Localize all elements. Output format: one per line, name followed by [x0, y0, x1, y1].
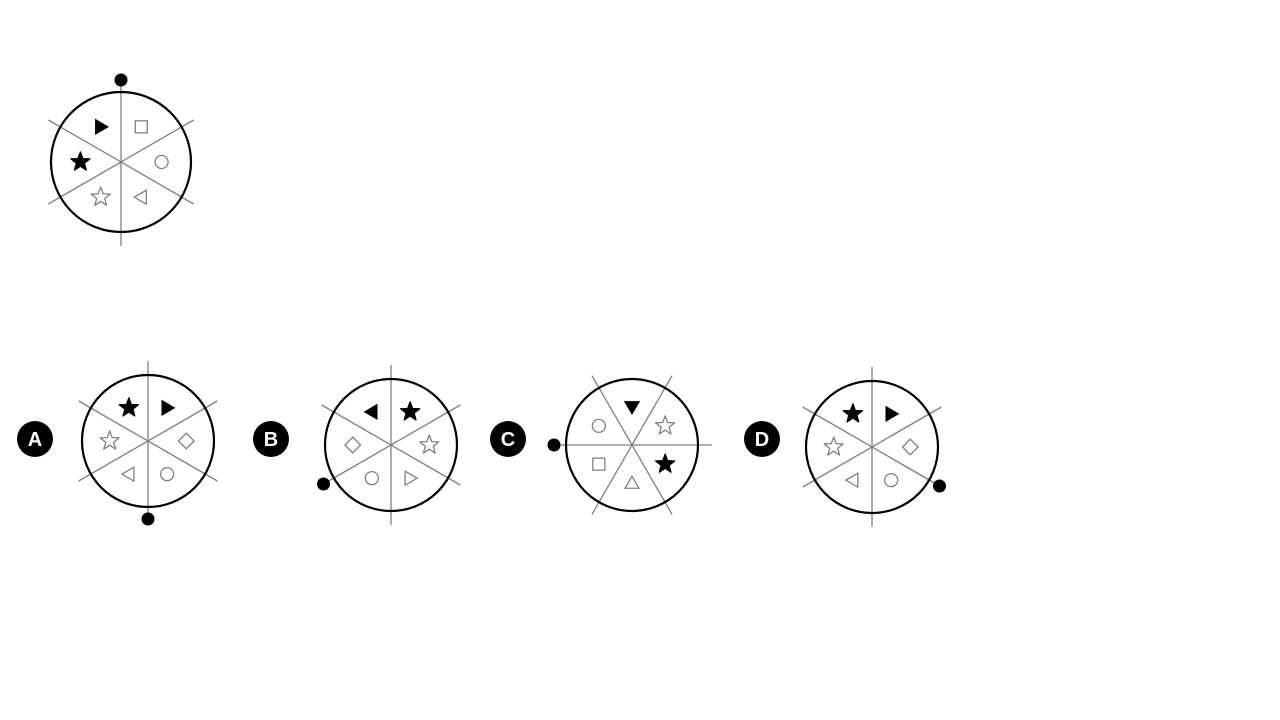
option-a-label: A: [28, 429, 42, 451]
star-filled-icon: [70, 151, 91, 171]
divider-line: [47, 119, 195, 205]
option-d[interactable]: D: [744, 367, 946, 527]
triangle-right-filled-icon: [885, 405, 900, 422]
square-outline-icon: [592, 457, 606, 471]
option-c-figure: [547, 375, 712, 515]
star-filled-icon: [654, 453, 676, 473]
triangle-right-filled-icon: [95, 118, 109, 135]
option-c[interactable]: C: [490, 375, 712, 515]
option-b[interactable]: B: [253, 365, 461, 525]
option-c-badge: C: [490, 421, 526, 457]
circle-outline-icon: [364, 471, 380, 486]
marker-dot: [141, 512, 155, 526]
triangle-left-outline-icon: [844, 472, 859, 489]
divider-line: [78, 400, 218, 482]
divider-line: [802, 406, 942, 488]
diamond-outline-icon: [901, 438, 919, 456]
star-outline-icon: [823, 436, 844, 456]
option-a-figure: [78, 361, 218, 526]
square-outline-icon: [134, 120, 148, 134]
triangle-up-outline-icon: [623, 474, 641, 489]
option-d-badge: D: [744, 421, 780, 457]
wheel-outline: [804, 379, 940, 515]
star-outline-icon: [99, 430, 120, 450]
question-figure: [47, 73, 195, 246]
option-d-figure: [802, 367, 946, 527]
marker-dot: [114, 73, 128, 87]
star-filled-icon: [118, 397, 140, 417]
divider-line: [321, 404, 461, 486]
triangle-left-filled-icon: [363, 403, 378, 420]
star-outline-icon: [654, 415, 676, 435]
diamond-outline-icon: [344, 436, 362, 454]
option-d-label: D: [755, 429, 769, 451]
triangle-left-outline-icon: [133, 189, 147, 206]
option-b-figure: [317, 365, 461, 525]
marker-dot: [547, 438, 561, 452]
option-b-label: B: [264, 429, 278, 451]
star-filled-icon: [399, 401, 421, 421]
wheel-outline: [323, 377, 459, 513]
triangle-right-outline-icon: [404, 470, 419, 487]
wheel-outline: [80, 373, 216, 509]
option-b-badge: B: [253, 421, 289, 457]
option-c-label: C: [501, 429, 515, 451]
circle-outline-icon: [154, 154, 169, 170]
triangle-down-filled-icon: [623, 401, 641, 416]
circle-outline-icon: [883, 473, 899, 488]
triangle-left-outline-icon: [120, 466, 135, 483]
star-filled-icon: [842, 403, 864, 423]
option-a-badge: A: [17, 421, 53, 457]
triangle-right-filled-icon: [161, 399, 176, 416]
circle-outline-icon: [159, 467, 175, 482]
circle-outline-icon: [591, 418, 606, 434]
marker-dot: [933, 479, 946, 493]
star-outline-icon: [419, 434, 440, 454]
marker-dot: [317, 477, 330, 491]
option-a[interactable]: A: [17, 361, 218, 526]
wheel-outline: [564, 377, 700, 513]
wheel-outline: [49, 90, 193, 234]
diamond-outline-icon: [177, 432, 195, 450]
star-outline-icon: [90, 186, 111, 206]
